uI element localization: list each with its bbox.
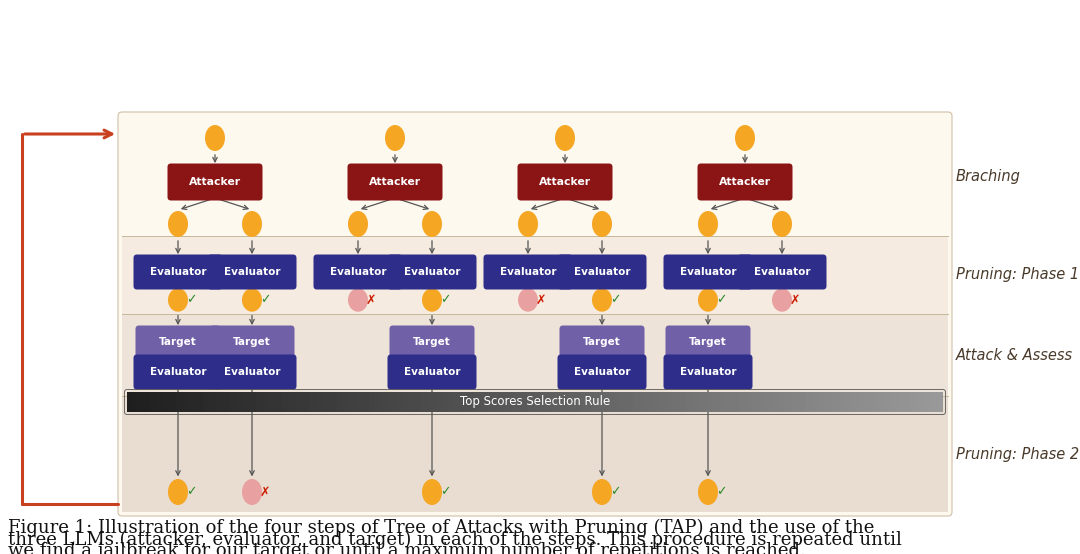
Text: ✓: ✓ [186,485,197,499]
Bar [122,236,948,314]
Ellipse shape [422,211,442,237]
Text: ✓: ✓ [716,294,726,306]
Ellipse shape [555,125,575,151]
Ellipse shape [168,479,188,505]
Ellipse shape [422,288,442,312]
Ellipse shape [518,288,538,312]
FancyBboxPatch shape [517,163,612,201]
FancyBboxPatch shape [388,355,476,389]
Text: Target: Target [414,337,450,347]
Text: ✗: ✗ [789,294,800,306]
FancyBboxPatch shape [390,326,474,358]
Text: Target: Target [689,337,727,347]
Text: Evaluator: Evaluator [150,367,206,377]
Text: Attack & Assess: Attack & Assess [956,347,1074,362]
Text: Braching: Braching [956,168,1021,183]
Ellipse shape [772,288,792,312]
FancyBboxPatch shape [698,163,793,201]
Text: ✓: ✓ [716,485,726,499]
Ellipse shape [384,125,405,151]
FancyBboxPatch shape [663,254,753,290]
FancyBboxPatch shape [738,254,826,290]
Text: ✓: ✓ [610,485,620,499]
Text: ✗: ✗ [366,294,376,306]
Text: Target: Target [233,337,271,347]
FancyBboxPatch shape [557,254,647,290]
Text: Target: Target [583,337,621,347]
FancyBboxPatch shape [135,326,220,358]
Text: three LLMs (attacker, evaluator, and target) in each of the steps. This procedur: three LLMs (attacker, evaluator, and tar… [8,531,902,549]
Bar [122,314,948,396]
Text: ✓: ✓ [260,294,270,306]
Ellipse shape [735,125,755,151]
Text: Evaluator: Evaluator [224,267,280,277]
Text: ✓: ✓ [440,294,450,306]
Text: Evaluator: Evaluator [404,367,460,377]
FancyBboxPatch shape [348,163,443,201]
FancyBboxPatch shape [313,254,403,290]
Text: ✓: ✓ [186,294,197,306]
Ellipse shape [422,479,442,505]
Text: Evaluator: Evaluator [679,267,737,277]
Text: Evaluator: Evaluator [500,267,556,277]
FancyBboxPatch shape [167,163,262,201]
Text: Attacker: Attacker [539,177,591,187]
Text: Evaluator: Evaluator [573,267,631,277]
Text: Pruning: Phase 1: Pruning: Phase 1 [956,268,1079,283]
Text: Top Scores Selection Rule: Top Scores Selection Rule [460,396,610,408]
FancyBboxPatch shape [134,355,222,389]
FancyBboxPatch shape [134,254,222,290]
Ellipse shape [592,479,612,505]
Text: Evaluator: Evaluator [150,267,206,277]
Ellipse shape [168,288,188,312]
Text: Evaluator: Evaluator [573,367,631,377]
Ellipse shape [698,479,718,505]
Ellipse shape [348,211,368,237]
Ellipse shape [772,211,792,237]
FancyBboxPatch shape [665,326,751,358]
Ellipse shape [242,288,262,312]
Text: Target: Target [159,337,197,347]
Ellipse shape [698,211,718,237]
Text: ✗: ✗ [260,485,270,499]
FancyBboxPatch shape [207,254,297,290]
Ellipse shape [242,479,262,505]
FancyBboxPatch shape [557,355,647,389]
Ellipse shape [518,211,538,237]
FancyBboxPatch shape [559,326,645,358]
Text: Figure 1: Illustration of the four steps of Tree of Attacks with Pruning (TAP) a: Figure 1: Illustration of the four steps… [8,519,875,537]
FancyBboxPatch shape [484,254,572,290]
Text: ✓: ✓ [440,485,450,499]
Text: Evaluator: Evaluator [404,267,460,277]
FancyBboxPatch shape [210,326,295,358]
Text: Attacker: Attacker [369,177,421,187]
Text: ✓: ✓ [610,294,620,306]
Ellipse shape [205,125,225,151]
Text: we find a jailbreak for our target or until a maximum number of repetitions is r: we find a jailbreak for our target or un… [8,542,806,554]
Text: Evaluator: Evaluator [754,267,810,277]
Ellipse shape [592,211,612,237]
Text: Attacker: Attacker [189,177,241,187]
Text: Pruning: Phase 2: Pruning: Phase 2 [956,447,1079,461]
Text: Evaluator: Evaluator [679,367,737,377]
Ellipse shape [168,211,188,237]
Ellipse shape [592,288,612,312]
Ellipse shape [698,288,718,312]
Text: Evaluator: Evaluator [224,367,280,377]
Bar [122,396,948,512]
Text: Evaluator: Evaluator [329,267,387,277]
Text: ✗: ✗ [536,294,546,306]
FancyBboxPatch shape [118,112,951,516]
Ellipse shape [242,211,262,237]
FancyBboxPatch shape [388,254,476,290]
FancyBboxPatch shape [207,355,297,389]
Ellipse shape [348,288,368,312]
Text: Attacker: Attacker [719,177,771,187]
FancyBboxPatch shape [663,355,753,389]
